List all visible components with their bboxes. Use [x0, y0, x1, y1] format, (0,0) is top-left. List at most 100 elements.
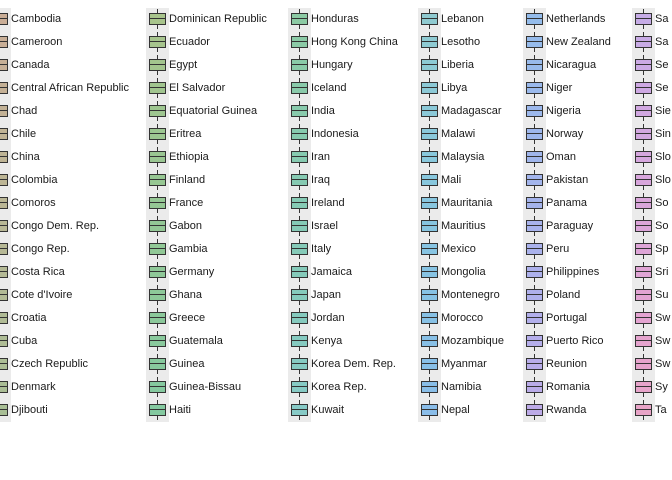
- legend-label: Oman: [546, 151, 576, 163]
- legend-label: Gambia: [169, 243, 208, 255]
- legend-label: Ireland: [311, 197, 345, 209]
- legend-key-boxplot-icon: [418, 100, 441, 123]
- legend-label: Guatemala: [169, 335, 223, 347]
- legend-key-boxplot-icon: [632, 146, 655, 169]
- legend-key-boxplot-icon: [418, 238, 441, 261]
- legend-label: Morocco: [441, 312, 484, 324]
- legend-label: New Zealand: [546, 36, 611, 48]
- legend-key-boxplot-icon: [418, 31, 441, 54]
- legend-label: India: [311, 105, 335, 117]
- legend-label: Poland: [546, 289, 581, 301]
- legend-label: Se: [655, 82, 669, 94]
- legend-key-boxplot-icon: [632, 353, 655, 376]
- legend-label: Sri: [655, 266, 669, 278]
- legend-key-boxplot-icon: [418, 284, 441, 307]
- legend-key-boxplot-icon: [0, 169, 11, 192]
- legend-label: Chad: [11, 105, 38, 117]
- legend-key-boxplot-icon: [288, 376, 311, 399]
- legend-key-boxplot-icon: [146, 100, 169, 123]
- legend-label: Peru: [546, 243, 570, 255]
- legend-label: Italy: [311, 243, 332, 255]
- legend-key-boxplot-icon: [418, 330, 441, 353]
- legend-key-boxplot-icon: [632, 77, 655, 100]
- legend-key-boxplot-icon: [523, 169, 546, 192]
- legend-label: Central African Republic: [11, 82, 130, 94]
- legend-key-boxplot-icon: [418, 353, 441, 376]
- legend-key-boxplot-icon: [0, 284, 11, 307]
- legend-label: Iran: [311, 151, 330, 163]
- legend-label: Egypt: [169, 59, 198, 71]
- legend-label: Portugal: [546, 312, 587, 324]
- legend-key-boxplot-icon: [523, 353, 546, 376]
- legend-label: Nigeria: [546, 105, 581, 117]
- legend-label: Nepal: [441, 404, 470, 416]
- legend-label: Pakistan: [546, 174, 589, 186]
- legend-label: Costa Rica: [11, 266, 65, 278]
- legend-label: Reunion: [546, 358, 587, 370]
- legend-key-boxplot-icon: [523, 77, 546, 100]
- legend-label: Sin: [655, 128, 671, 140]
- legend-label: Sy: [655, 381, 668, 393]
- legend-label: Iraq: [311, 174, 330, 186]
- legend-key-boxplot-icon: [288, 215, 311, 238]
- legend-label: Namibia: [441, 381, 482, 393]
- legend-label: Finland: [169, 174, 206, 186]
- legend-label: Puerto Rico: [546, 335, 604, 347]
- legend-key-boxplot-icon: [288, 169, 311, 192]
- legend-key-boxplot-icon: [146, 123, 169, 146]
- legend-label: Cambodia: [11, 13, 62, 25]
- legend-key-boxplot-icon: [0, 307, 11, 330]
- legend-key-boxplot-icon: [288, 123, 311, 146]
- legend-label: Gabon: [169, 220, 203, 232]
- legend-key-boxplot-icon: [288, 8, 311, 31]
- legend-label: Denmark: [11, 381, 56, 393]
- legend-label: Lebanon: [441, 13, 484, 25]
- legend-key-boxplot-icon: [523, 146, 546, 169]
- legend-key-boxplot-icon: [523, 8, 546, 31]
- legend-key-boxplot-icon: [418, 215, 441, 238]
- legend-key-boxplot-icon: [288, 238, 311, 261]
- legend-key-boxplot-icon: [146, 146, 169, 169]
- legend-key-boxplot-icon: [288, 31, 311, 54]
- legend-key-boxplot-icon: [0, 146, 11, 169]
- legend-key-boxplot-icon: [523, 399, 546, 422]
- legend-key-boxplot-icon: [632, 376, 655, 399]
- legend-label: Sa: [655, 13, 669, 25]
- legend-key-boxplot-icon: [523, 54, 546, 77]
- legend-key-boxplot-icon: [523, 284, 546, 307]
- legend-key-boxplot-icon: [418, 169, 441, 192]
- legend-label: Malaysia: [441, 151, 485, 163]
- legend-key-boxplot-icon: [418, 376, 441, 399]
- legend-label: Israel: [311, 220, 338, 232]
- legend-label: Madagascar: [441, 105, 502, 117]
- legend-key-boxplot-icon: [0, 238, 11, 261]
- legend-label: Canada: [11, 59, 50, 71]
- legend-key-boxplot-icon: [146, 238, 169, 261]
- legend-key-boxplot-icon: [0, 192, 11, 215]
- legend-label: So: [655, 220, 669, 232]
- legend-key-boxplot-icon: [146, 54, 169, 77]
- legend-key-boxplot-icon: [632, 8, 655, 31]
- legend-label: Equatorial Guinea: [169, 105, 258, 117]
- legend-label: Panama: [546, 197, 587, 209]
- legend-label: Congo Dem. Rep.: [11, 220, 100, 232]
- legend-label: Ghana: [169, 289, 203, 301]
- legend-key-boxplot-icon: [418, 8, 441, 31]
- legend-key-boxplot-icon: [632, 284, 655, 307]
- legend-key-boxplot-icon: [288, 100, 311, 123]
- legend-key-boxplot-icon: [418, 307, 441, 330]
- legend-key-boxplot-icon: [146, 399, 169, 422]
- legend-key-boxplot-icon: [632, 31, 655, 54]
- legend-label: Greece: [169, 312, 206, 324]
- legend-label: Slo: [655, 174, 671, 186]
- legend-label: Kuwait: [311, 404, 345, 416]
- legend-key-boxplot-icon: [632, 261, 655, 284]
- legend-key-boxplot-icon: [146, 376, 169, 399]
- legend-label: Paraguay: [546, 220, 594, 232]
- legend-key-boxplot-icon: [0, 376, 11, 399]
- legend-label: Comoros: [11, 197, 56, 209]
- legend-key-boxplot-icon: [0, 123, 11, 146]
- legend-label: El Salvador: [169, 82, 226, 94]
- legend-key-boxplot-icon: [523, 31, 546, 54]
